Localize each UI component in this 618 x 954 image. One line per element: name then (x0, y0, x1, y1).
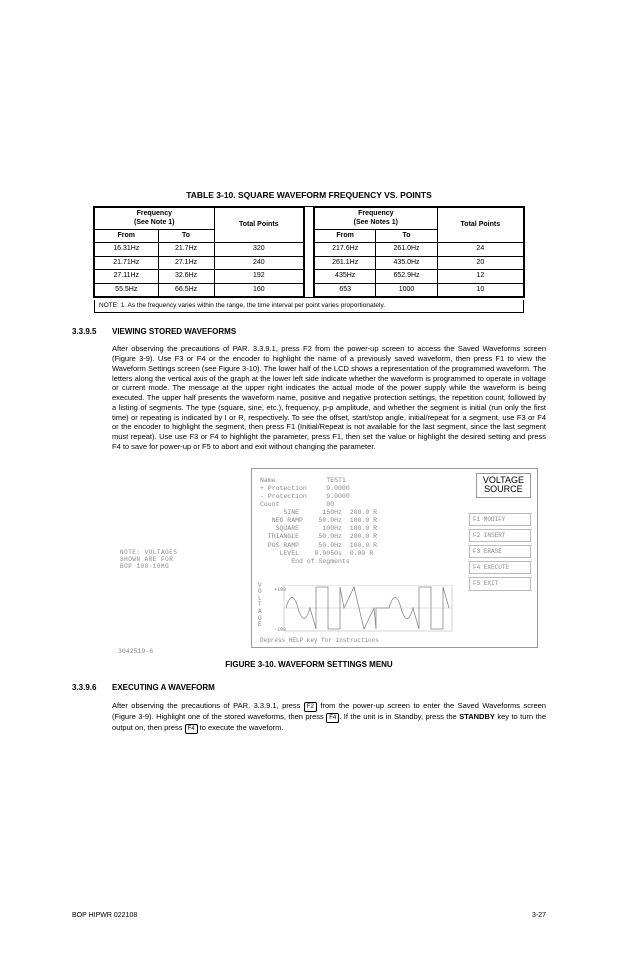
param-row: POS RAMP 50.0Hz 100.0 R (260, 542, 377, 550)
table-row: 55.5Hz66.5Hz160 (95, 283, 304, 296)
table-row: 261.1Hz435.0Hz20 (315, 256, 524, 269)
figure-3-10: NOTE: VOLTAGES SHOWN ARE FOR BOP 100-10M… (112, 464, 546, 654)
section-number: 3.3.9.5 (72, 327, 112, 337)
key-icon: F4 (326, 713, 339, 723)
table-row: 21.71Hz27.1Hz240 (95, 256, 304, 269)
table-row: 435Hz652.9Hz12 (315, 270, 524, 283)
freq-table-left: Frequency (See Note 1) Total Points From… (94, 207, 304, 297)
graph-bot-label: -100 (274, 627, 286, 633)
section-heading: 3.3.9.6 EXECUTING A WAVEFORM (72, 683, 546, 693)
graph-top-label: +100 (274, 587, 286, 593)
col-frequency: Frequency (See Note 1) (95, 208, 215, 230)
waveform-params: Name TEST1 + Protection 9.0000 - Protect… (260, 477, 377, 566)
table-title: TABLE 3-10. SQUARE WAVEFORM FREQUENCY VS… (72, 190, 546, 200)
page-footer: BOP HIPWR 022108 3-27 (72, 912, 546, 920)
table-row: 27.11Hz32.6Hz192 (95, 270, 304, 283)
help-hint: Depress HELP key for instructions (260, 637, 379, 644)
table-gap (304, 207, 314, 297)
param-row: + Protection 9.0000 (260, 485, 377, 493)
table-row: 217.6Hz261.0Hz24 (315, 243, 524, 256)
mode-box: VOLTAGE SOURCE (476, 473, 531, 499)
section-heading: 3.3.9.5 VIEWING STORED WAVEFORMS (72, 327, 546, 337)
softkey-f3: F3 ERASE (469, 545, 531, 558)
col-to: To (158, 229, 214, 242)
key-icon: F2 (304, 702, 317, 712)
softkey-f1: F1 MODIFY (469, 513, 531, 526)
key-icon: F4 (185, 724, 198, 734)
col-frequency: Frequency (See Notes 1) (315, 208, 438, 230)
frequency-tables: Frequency (See Note 1) Total Points From… (93, 206, 525, 298)
param-row: NEG RAMP 50.0Hz 100.0 R (260, 517, 377, 525)
table-row: 16.31Hz21.7Hz320 (95, 243, 304, 256)
col-to: To (376, 229, 437, 242)
waveform-graph: V O L T A G E +100 -100 (258, 585, 458, 633)
param-row: - Protection 9.0000 (260, 493, 377, 501)
param-row: LEVEL 0.0050s 0.00 R (260, 550, 377, 558)
footer-left: BOP HIPWR 022108 (72, 912, 137, 920)
softkey-f5: F5 EXIT (469, 577, 531, 590)
param-row: Count 00 (260, 501, 377, 509)
figure-code: 3042519-6 (118, 648, 153, 656)
graph-ylabel: V O L T A G E (258, 583, 262, 629)
softkey-f4: F4 EXECUTE (469, 561, 531, 574)
figure-side-note: NOTE: VOLTAGES SHOWN ARE FOR BOP 100-10M… (120, 549, 177, 571)
param-row: TRIANGLE 50.0Hz 200.0 R (260, 533, 377, 541)
softkey-f2: F2 INSERT (469, 529, 531, 542)
table-row: 653100010 (315, 283, 524, 296)
paragraph: After observing the precautions of PAR. … (112, 701, 546, 734)
freq-table-right: Frequency (See Notes 1) Total Points Fro… (314, 207, 524, 297)
col-from: From (95, 229, 159, 242)
param-row: Name TEST1 (260, 477, 377, 485)
lcd-panel: VOLTAGE SOURCE Name TEST1 + Protection 9… (251, 468, 538, 648)
softkeys: F1 MODIFY F2 INSERT F3 ERASE F4 EXECUTE … (469, 513, 531, 594)
section-number: 3.3.9.6 (72, 683, 112, 693)
table-note: NOTE: 1. As the frequency varies within … (94, 300, 524, 313)
paragraph: After observing the precautions of PAR. … (112, 344, 546, 451)
param-row: SINE 150Hz 200.0 R (260, 509, 377, 517)
col-points: Total Points (437, 208, 523, 243)
graph-svg: +100 -100 (274, 585, 454, 633)
param-row: SQUARE 100Hz 100.0 R (260, 525, 377, 533)
col-points: Total Points (214, 208, 303, 243)
figure-caption: FIGURE 3-10. WAVEFORM SETTINGS MENU (72, 660, 546, 670)
param-row: End of Segments (260, 558, 377, 566)
col-from: From (315, 229, 376, 242)
section-title: EXECUTING A WAVEFORM (112, 683, 215, 693)
footer-right: 3-27 (532, 912, 546, 920)
page: TABLE 3-10. SQUARE WAVEFORM FREQUENCY VS… (0, 0, 618, 954)
section-title: VIEWING STORED WAVEFORMS (112, 327, 236, 337)
